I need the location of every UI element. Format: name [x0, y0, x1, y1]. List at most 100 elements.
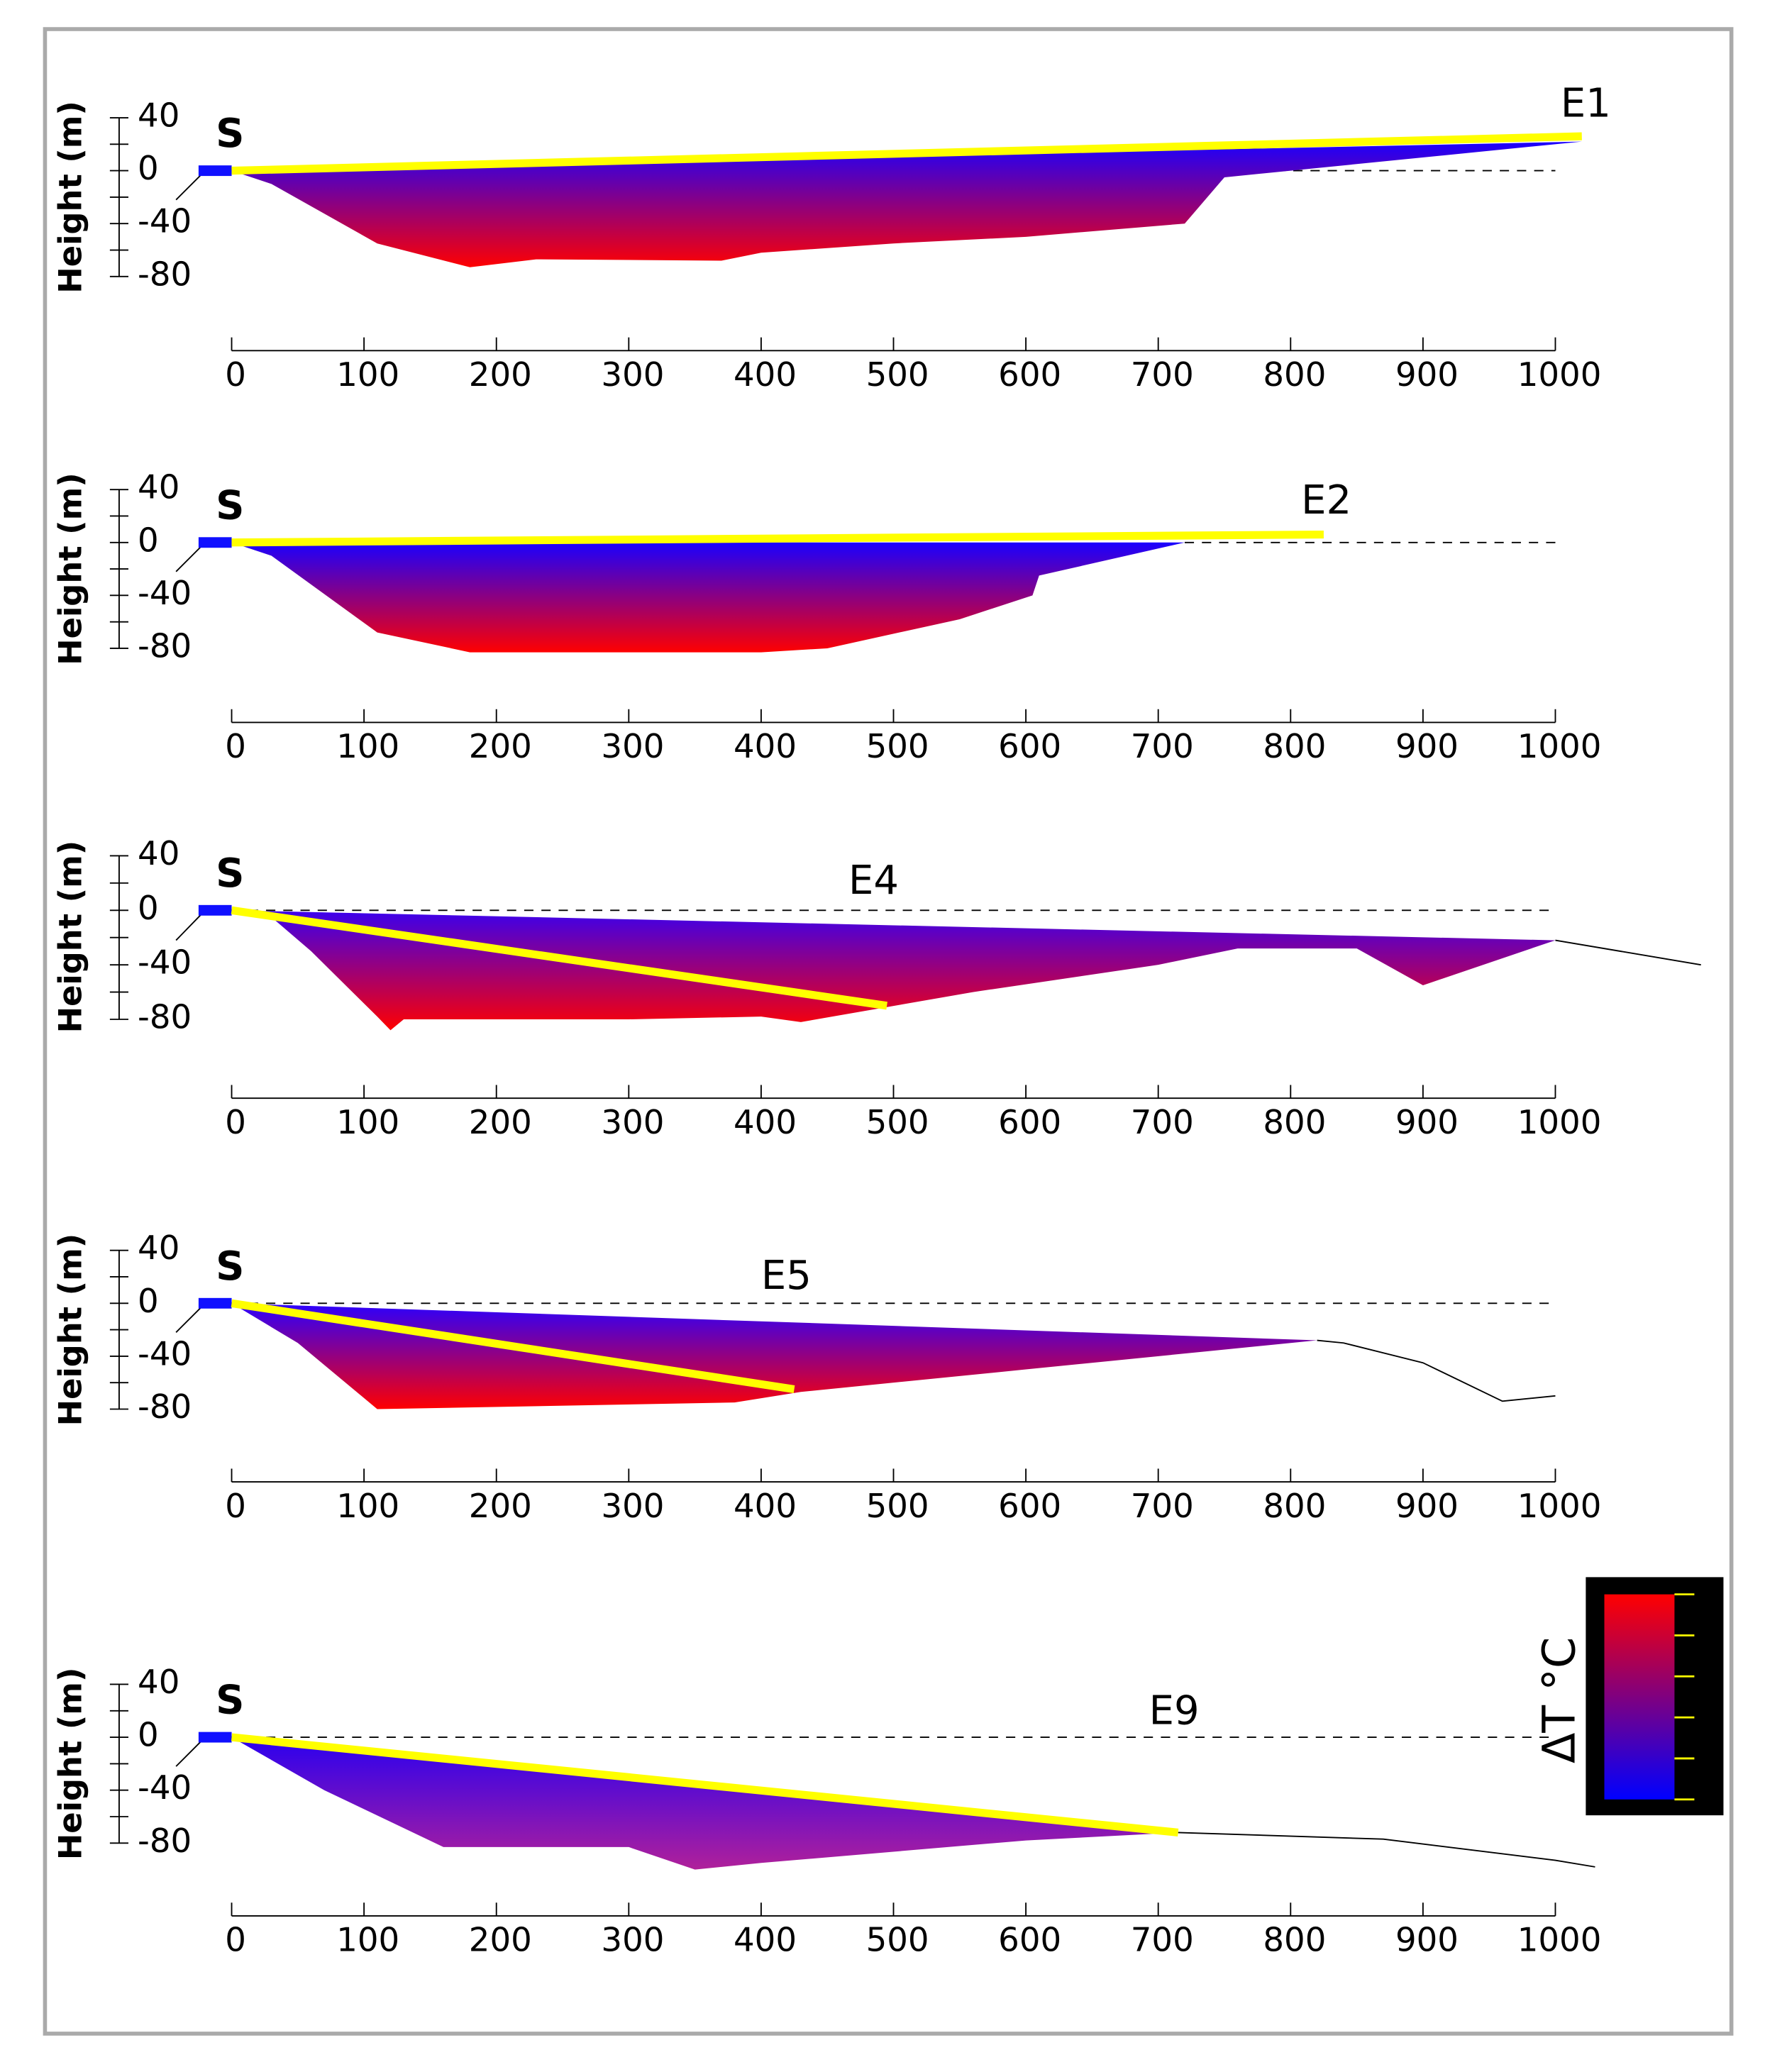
y-tick-label: 40 — [138, 834, 179, 872]
y-tick-label: -40 — [138, 574, 192, 612]
y-tick-label: -40 — [138, 202, 192, 240]
x-tick-label: 1000 — [1517, 1103, 1602, 1141]
source-outlet — [198, 1732, 232, 1743]
panel-label: E2 — [1301, 477, 1351, 523]
y-tick-label: 40 — [138, 96, 179, 135]
x-tick-label: 900 — [1395, 1487, 1459, 1525]
colorbar — [1604, 1594, 1675, 1800]
x-tick-label: 800 — [1263, 1103, 1326, 1141]
x-tick-label: 1000 — [1517, 1921, 1602, 1959]
x-tick-label: 400 — [734, 1103, 797, 1141]
y-tick-label: -80 — [138, 626, 192, 665]
x-tick-label: 800 — [1263, 355, 1326, 394]
y-tick-label: -80 — [138, 255, 192, 293]
x-tick-label: 600 — [998, 1487, 1061, 1525]
x-tick-label: 300 — [601, 1487, 664, 1525]
y-tick-label: 40 — [138, 468, 179, 506]
surface-line — [231, 906, 887, 1010]
panel-label: E5 — [761, 1253, 812, 1299]
x-tick-label: 600 — [998, 727, 1061, 765]
y-axis-label: Height (m) — [52, 472, 89, 665]
x-tick-label: 700 — [1131, 727, 1194, 765]
x-tick-label: 0 — [225, 727, 246, 765]
y-tick-label: 0 — [138, 149, 159, 187]
plume-area — [231, 542, 1324, 653]
panel-label: E9 — [1149, 1688, 1200, 1734]
x-tick-label: 400 — [734, 1487, 797, 1525]
x-tick-label: 1000 — [1517, 727, 1602, 765]
x-tick-label: 900 — [1395, 727, 1459, 765]
x-tick-label: 700 — [1131, 1921, 1194, 1959]
x-tick-label: 1000 — [1517, 1487, 1602, 1525]
x-tick-label: 500 — [866, 355, 929, 394]
x-tick-label: 600 — [998, 1921, 1061, 1959]
source-label: S — [216, 111, 244, 157]
source-label: S — [216, 1678, 244, 1724]
colorbar-tick-label: 3 — [1700, 1663, 1714, 1688]
x-tick-label: 100 — [336, 1103, 399, 1141]
y-tick-label: -40 — [138, 943, 192, 982]
x-tick-label: 600 — [998, 355, 1061, 394]
y-tick-label: -40 — [138, 1334, 192, 1373]
x-tick-label: 700 — [1131, 355, 1194, 394]
x-tick-label: 100 — [336, 1921, 399, 1959]
plume-area — [231, 141, 1582, 267]
plume-area — [231, 1303, 1317, 1409]
x-tick-label: 200 — [469, 355, 532, 394]
y-tick-label: -80 — [138, 1822, 192, 1860]
y-tick-label: 40 — [138, 1229, 179, 1267]
surface-line — [231, 132, 1582, 175]
surface-line — [231, 1299, 795, 1394]
x-tick-label: 100 — [336, 727, 399, 765]
source-outlet — [198, 1297, 232, 1309]
surface-line — [231, 1733, 1179, 1836]
x-tick-label: 500 — [866, 727, 929, 765]
x-tick-label: 100 — [336, 1487, 399, 1525]
y-tick-label: 0 — [138, 1282, 159, 1320]
panel-label: E4 — [848, 858, 899, 904]
plume-area — [231, 910, 1556, 1031]
colorbar-tick-label: 2 — [1700, 1704, 1714, 1729]
x-tick-label: 500 — [866, 1921, 929, 1959]
x-tick-label: 100 — [336, 355, 399, 394]
shore-line — [1178, 1832, 1595, 1868]
colorbar-label: ΔT °C — [1532, 1637, 1585, 1763]
frame — [43, 27, 1734, 2036]
y-tick-label: 40 — [138, 1663, 179, 1701]
x-tick-label: 300 — [601, 1103, 664, 1141]
x-tick-label: 300 — [601, 1921, 664, 1959]
x-tick-label: 0 — [225, 355, 246, 394]
x-tick-label: 300 — [601, 727, 664, 765]
x-tick-label: 200 — [469, 1487, 532, 1525]
x-tick-label: 0 — [225, 1921, 246, 1959]
x-tick-label: 400 — [734, 355, 797, 394]
x-tick-label: 200 — [469, 727, 532, 765]
x-tick-label: 600 — [998, 1103, 1061, 1141]
colorbar-tick-label: 5 — [1700, 1581, 1714, 1607]
y-tick-label: -80 — [138, 1387, 192, 1426]
colorbar-tick-label: 4 — [1700, 1622, 1714, 1647]
x-tick-label: 300 — [601, 355, 664, 394]
x-tick-label: 500 — [866, 1103, 929, 1141]
source-label: S — [216, 482, 244, 528]
y-tick-label: 0 — [138, 889, 159, 927]
x-tick-label: 1000 — [1517, 355, 1602, 394]
source-outlet — [198, 904, 232, 916]
colorbar-tick-label: 0 — [1700, 1786, 1714, 1812]
y-axis-label: Height (m) — [52, 841, 89, 1034]
plume-area — [231, 1737, 1178, 1870]
y-axis-label: Height (m) — [52, 101, 89, 294]
x-tick-label: 200 — [469, 1103, 532, 1141]
x-tick-label: 700 — [1131, 1103, 1194, 1141]
source-outlet — [198, 165, 232, 177]
x-tick-label: 800 — [1263, 1921, 1326, 1959]
source-label: S — [216, 851, 244, 897]
x-tick-label: 500 — [866, 1487, 929, 1525]
shore-line — [1555, 939, 1701, 966]
colorbar-tick-label: 1 — [1700, 1745, 1714, 1771]
x-tick-label: 800 — [1263, 727, 1326, 765]
source-label: S — [216, 1243, 244, 1290]
y-tick-label: 0 — [138, 1716, 159, 1754]
x-tick-label: 900 — [1395, 1103, 1459, 1141]
